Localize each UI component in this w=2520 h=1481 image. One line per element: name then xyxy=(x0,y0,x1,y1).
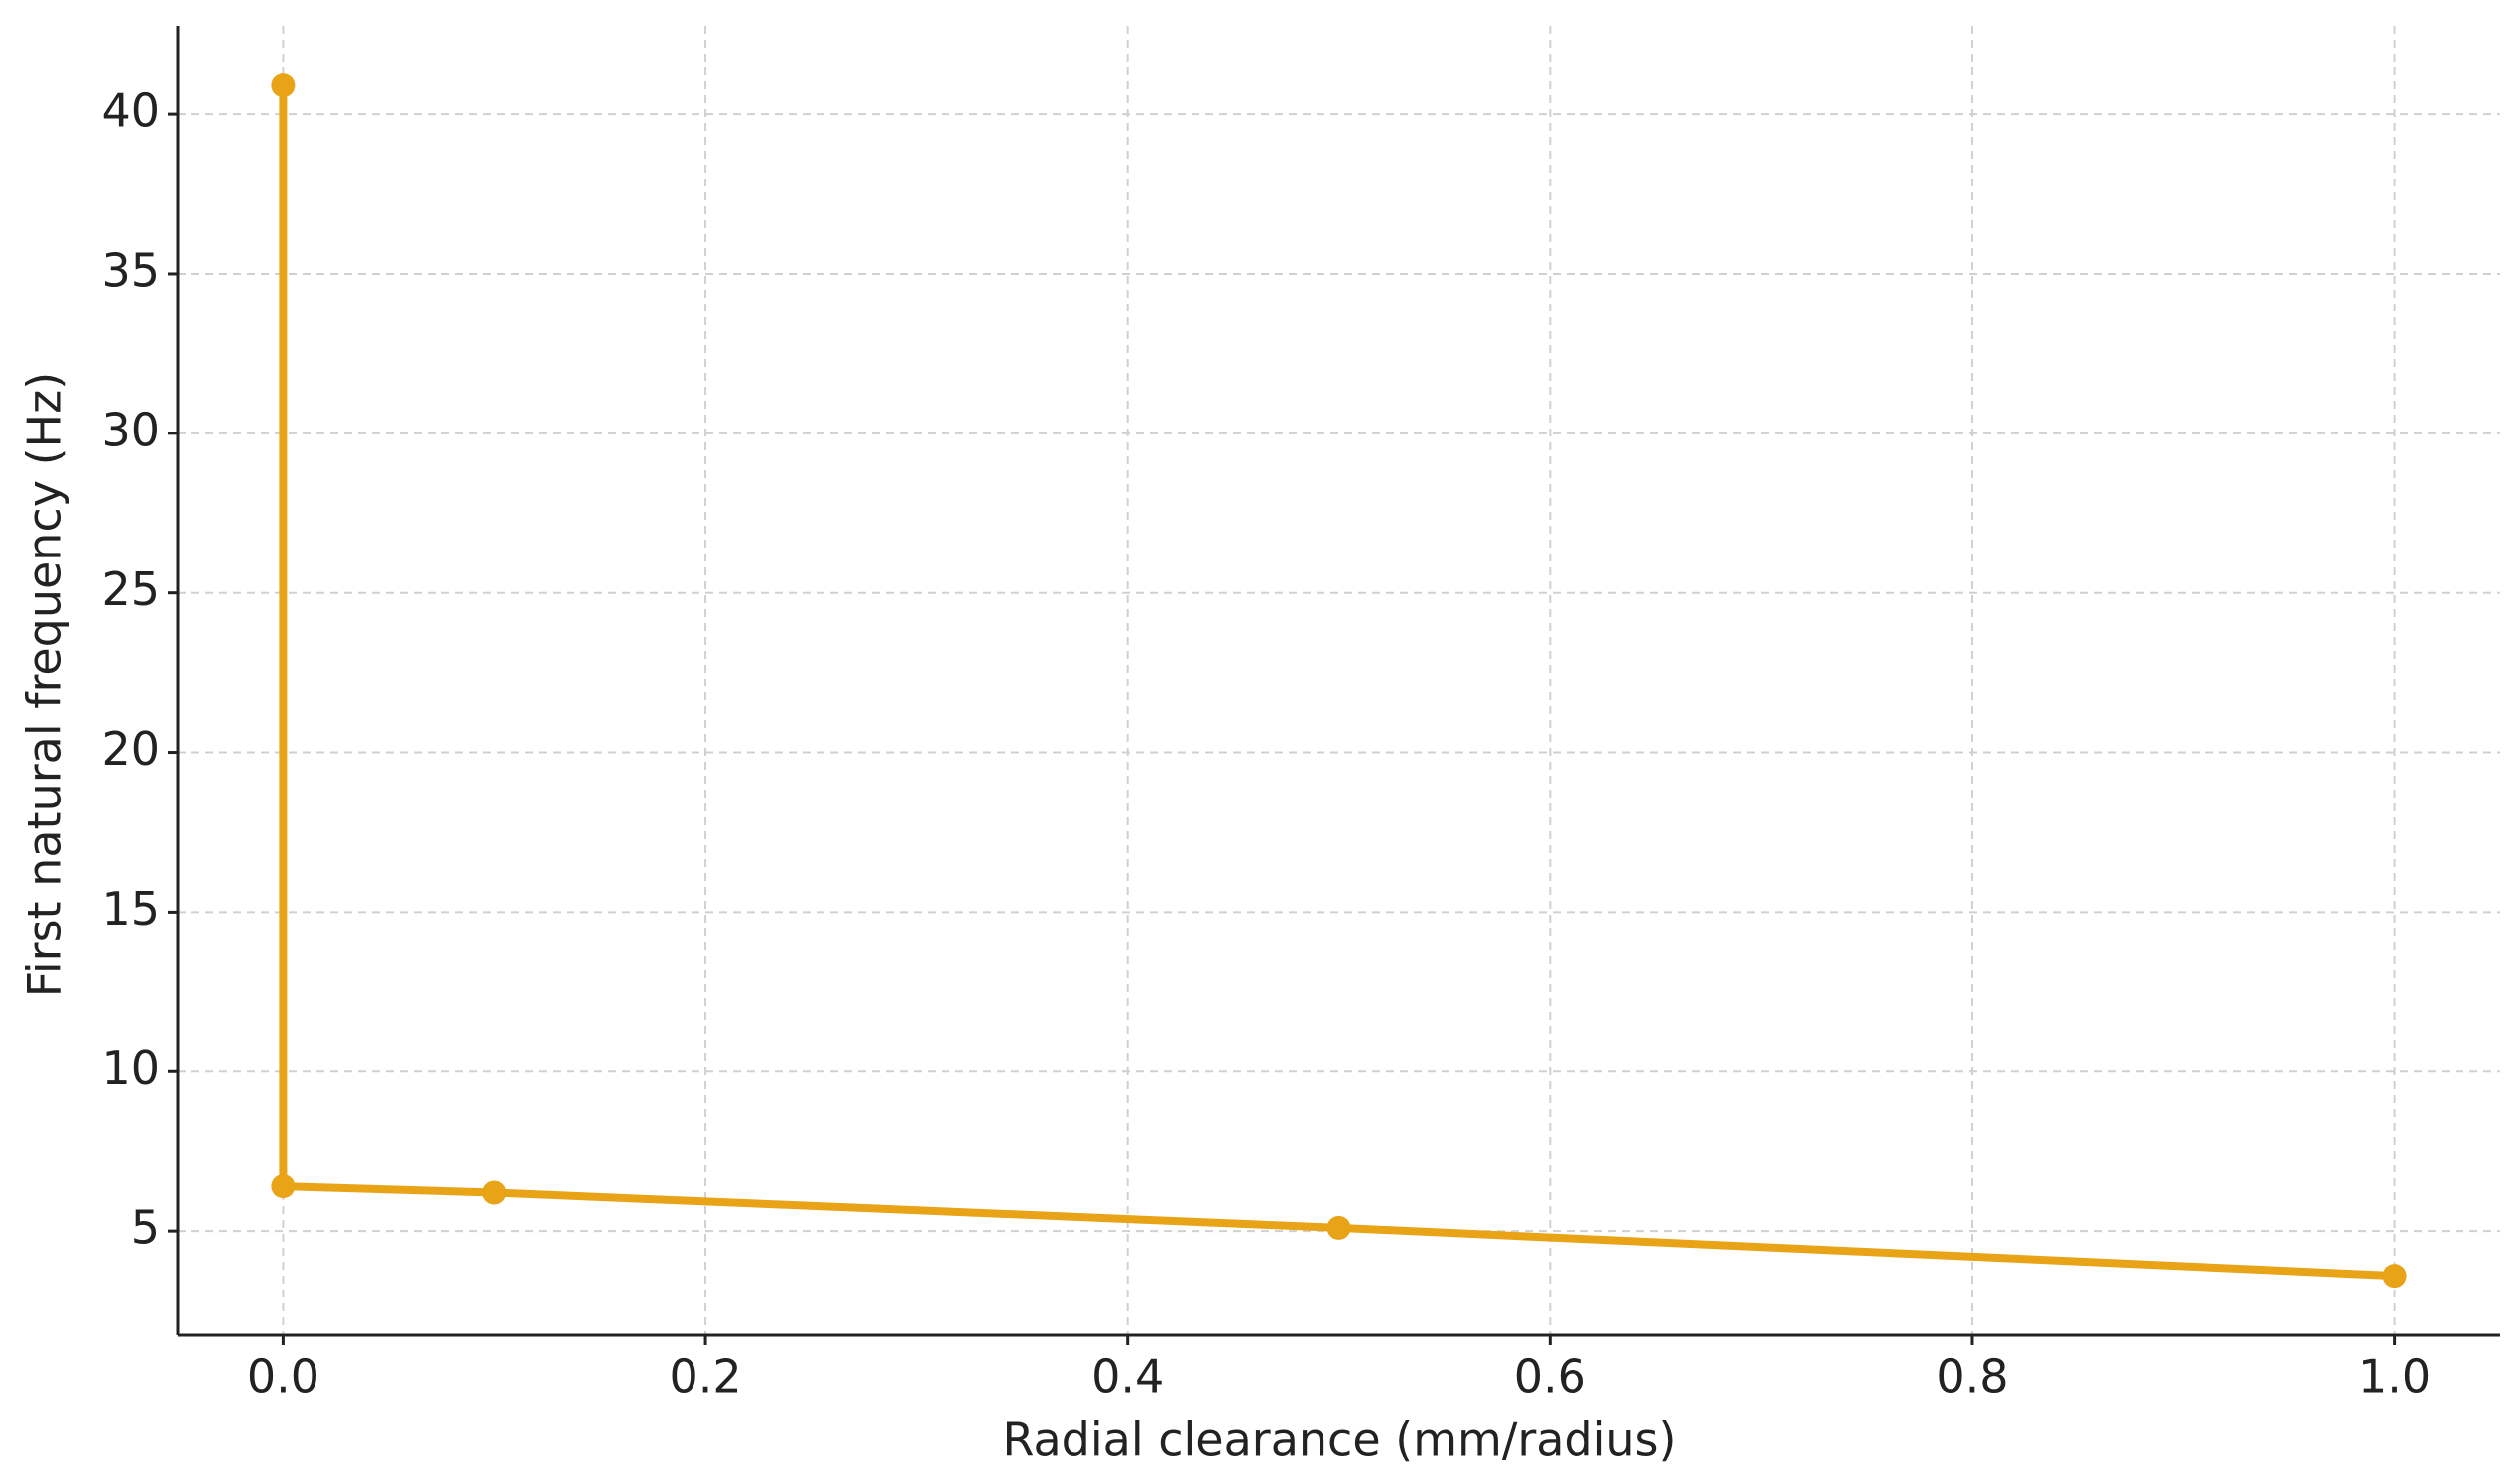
marker xyxy=(2382,1264,2407,1289)
x-tick-label: 1.0 xyxy=(2358,1350,2431,1404)
x-tick-label: 0.6 xyxy=(1514,1350,1586,1404)
x-tick-label: 0.0 xyxy=(247,1350,319,1404)
x-tick-label: 0.4 xyxy=(1091,1350,1164,1404)
x-tick-label: 0.8 xyxy=(1936,1350,2008,1404)
y-tick-label: 30 xyxy=(101,403,160,456)
marker xyxy=(1326,1215,1351,1240)
y-tick-label: 20 xyxy=(101,722,160,776)
marker xyxy=(271,73,296,98)
marker xyxy=(271,1174,296,1199)
marker xyxy=(482,1180,507,1205)
y-tick-label: 5 xyxy=(131,1201,160,1255)
y-tick-label: 25 xyxy=(101,562,160,616)
x-axis-label: Radial clearance (mm/radius) xyxy=(1003,1414,1677,1467)
y-tick-label: 35 xyxy=(101,243,160,297)
y-axis-label: First natural frequency (Hz) xyxy=(18,372,71,997)
y-tick-label: 15 xyxy=(101,882,160,935)
series-line xyxy=(279,85,2395,1281)
y-tick-label: 10 xyxy=(101,1042,160,1095)
x-tick-label: 0.2 xyxy=(669,1350,741,1404)
y-tick-label: 40 xyxy=(101,84,160,138)
